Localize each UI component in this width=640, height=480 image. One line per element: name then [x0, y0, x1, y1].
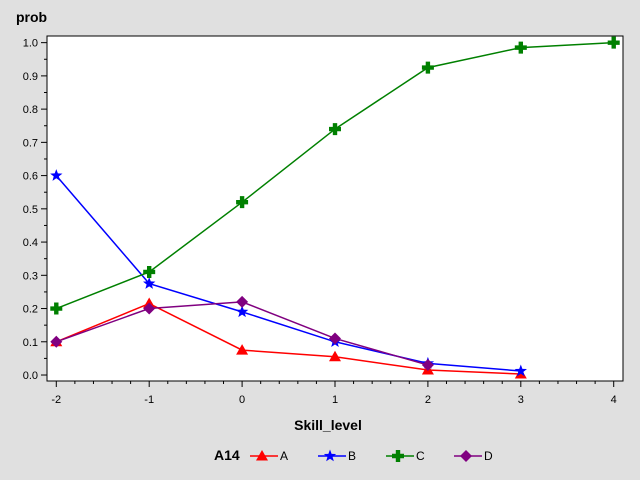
point-C — [514, 41, 527, 54]
x-tick-label: 4 — [611, 394, 617, 406]
legend-label-A: A — [280, 449, 288, 463]
legend: A14 A B C D — [214, 447, 493, 463]
x-tick-label: 3 — [518, 394, 524, 406]
point-D — [421, 359, 434, 372]
y-tick-label: 0.0 — [23, 370, 38, 382]
legend-marker-B — [323, 449, 337, 462]
legend-marker-A — [256, 450, 268, 461]
legend-label-D: D — [484, 449, 493, 463]
point-D — [329, 332, 341, 345]
y-tick-label: 0.3 — [23, 270, 38, 282]
legend-label-B: B — [348, 449, 356, 463]
y-tick-label: 0.2 — [23, 304, 38, 316]
x-tick-label: 1 — [332, 394, 338, 406]
series-layer — [50, 36, 620, 379]
x-axis: -2 -1 0 1 2 3 4 — [51, 381, 617, 406]
x-tick-label: 0 — [239, 394, 245, 406]
point-D — [50, 335, 63, 348]
y-tick-label: 0.6 — [23, 171, 38, 183]
point-C — [50, 302, 63, 315]
point-B — [235, 305, 249, 318]
legend-label-C: C — [416, 449, 425, 463]
legend-marker-D — [460, 450, 472, 462]
y-tick-label: 1.0 — [23, 38, 38, 50]
y-tick-label: 0.5 — [23, 204, 38, 216]
x-tick-label: -2 — [51, 394, 61, 406]
point-C — [421, 61, 434, 74]
y-axis: 0.0 0.1 0.2 0.3 0.4 0.5 0.6 0.7 0.8 0.9 1.0 — [23, 38, 47, 382]
y-tick-label: 0.4 — [23, 237, 38, 249]
series-C — [50, 36, 620, 315]
x-tick-label: 2 — [425, 394, 431, 406]
point-D — [143, 302, 156, 315]
series-line-A — [56, 302, 521, 375]
x-tick-label: -1 — [144, 394, 154, 406]
y-tick-label: 0.8 — [23, 104, 38, 116]
point-A — [236, 344, 249, 355]
point-A — [329, 350, 341, 362]
point-B — [50, 169, 63, 181]
legend-marker-C — [392, 450, 404, 462]
series-D — [50, 295, 434, 372]
x-axis-title: Skill_level — [294, 417, 362, 433]
point-C — [236, 196, 249, 209]
point-C — [607, 36, 620, 49]
point-B — [143, 277, 156, 289]
y-tick-label: 0.9 — [23, 71, 38, 83]
legend-title: A14 — [214, 447, 240, 463]
point-C — [143, 265, 156, 278]
point-B — [514, 364, 527, 377]
y-tick-label: 0.1 — [23, 337, 38, 349]
point-D — [236, 295, 249, 308]
point-C — [329, 123, 341, 136]
y-axis-title: prob — [16, 9, 47, 25]
plot-area — [46, 35, 624, 382]
series-line-B — [55, 175, 521, 372]
y-tick-label: 0.7 — [23, 137, 38, 149]
